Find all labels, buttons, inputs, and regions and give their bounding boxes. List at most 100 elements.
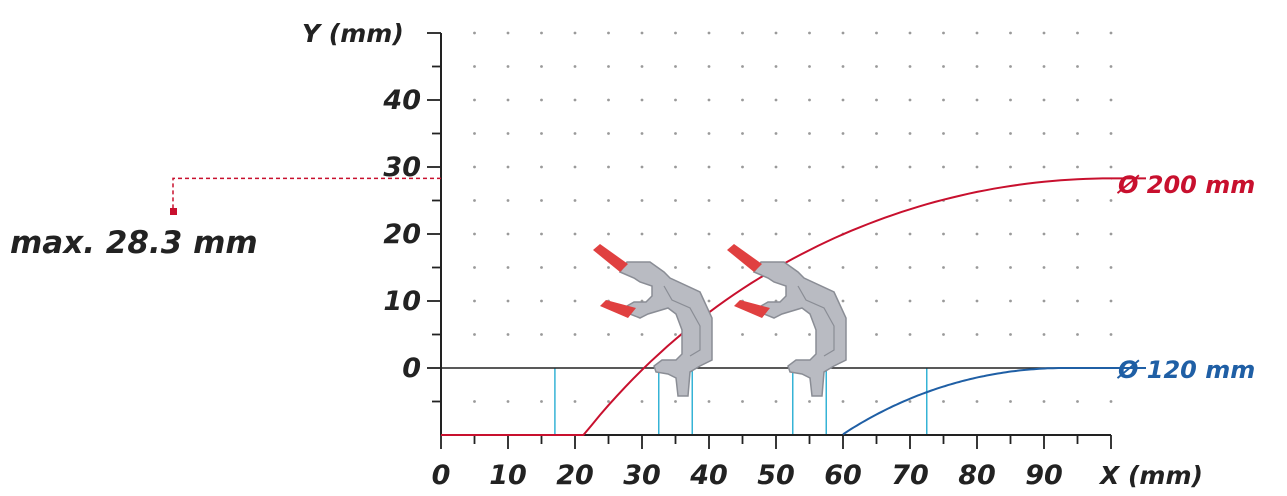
y-tick-label: 30 [383,152,421,183]
grid-dot [573,31,577,35]
clip-lower [734,300,770,318]
grid-dot [573,333,577,336]
grid-dot [607,31,610,35]
grid-dot [841,98,845,102]
grid-dot [707,98,711,102]
grid-dot [741,232,744,236]
grid-dot [774,65,778,68]
x-tick-label: 10 [489,460,527,491]
grid-dot [1076,400,1079,403]
grid-dot [841,31,845,35]
grid-dot [1009,299,1012,303]
grid-dot [875,232,878,236]
grid-dot [473,199,476,202]
grid-dot [841,400,845,403]
grid-dot [607,266,610,269]
grid-dot [1009,333,1012,336]
grid-dot [1009,31,1012,35]
x-tick-label: 50 [757,460,795,491]
grid-dot [473,400,476,403]
grid-dot [707,299,711,303]
grid-dot [741,333,744,336]
grid-dot [1042,31,1046,35]
grid-dot [1109,98,1113,102]
grid-dot [1042,98,1046,102]
grid-dot [1076,266,1079,269]
grid-dot [774,199,778,202]
grid-dot [640,132,644,135]
grid-dot [674,400,677,403]
grid-dot [774,31,778,35]
grid-dot [774,400,778,403]
grid-dot [875,199,878,202]
grid-dot [1109,165,1113,169]
grid-dot [506,400,510,403]
grid-dot [707,65,711,68]
grid-dot [674,98,677,102]
max-height-label: max. 28.3 mm [10,225,258,261]
grid-dot [841,266,845,269]
x-tick-label: 80 [958,460,996,491]
grid-dot [741,199,744,202]
grid-dot [707,232,711,236]
grid-dot [1009,98,1012,102]
grid-dot [540,333,543,336]
x-tick-label: 90 [1025,460,1063,491]
x-tick-label: 30 [623,460,661,491]
grid-dot [640,232,644,236]
grid-dot [573,199,577,202]
grid-dot [808,132,811,135]
grid-dot [841,132,845,135]
grid-dot [1076,31,1079,35]
grid-dot [942,65,945,68]
grid-dot [607,98,610,102]
grid-dot [540,98,543,102]
grid-dot [1009,199,1012,202]
grid-dot [573,165,577,169]
grid-dot [1009,232,1012,236]
grid-dot [808,65,811,68]
grid-dot [942,98,945,102]
grid-dot [674,31,677,35]
profiles [593,244,847,397]
grid-dot [1042,400,1046,403]
grid-dot [607,333,610,336]
grid-dot [540,232,543,236]
grid-dot [640,199,644,202]
grid-dot [473,132,476,135]
tick-labels: 0 10 20 30 40 50 60 70 80 90 0 10 20 30 40 [382,85,1062,491]
grid-dot [975,31,979,35]
grid-dot [707,400,711,403]
grid-dot [908,98,912,102]
grid-dot [908,400,912,403]
grid-dot [674,65,677,68]
grid-dot [942,266,945,269]
grid-dot [707,165,711,169]
grid-dot [942,31,945,35]
grid-dot [473,299,476,303]
y-tick-label: 40 [382,85,421,116]
grid-dot [741,132,744,135]
grid-dot [473,232,476,236]
grid-dot [875,400,878,403]
grid-dot [1076,232,1079,236]
grid-dot [908,165,912,169]
grid-dot [741,400,744,403]
grid-dot [506,232,510,236]
grid-dot [473,333,476,336]
grid-dot [1109,232,1113,236]
x-tick-label: 70 [891,460,929,491]
profile-inner-edge [797,285,835,357]
grid-dot [1076,333,1079,336]
grid-dot [506,132,510,135]
grid-dot [942,232,945,236]
grid-dot [841,65,845,68]
grid-dot [674,165,677,169]
grid-dot [975,199,979,202]
grid-dot [875,266,878,269]
clip-upper [727,244,762,272]
grid-dot [908,333,912,336]
grid-dot [573,98,577,102]
curve-120-label: Ø 120 mm [1116,356,1255,384]
x-tick-label: 20 [556,460,594,491]
